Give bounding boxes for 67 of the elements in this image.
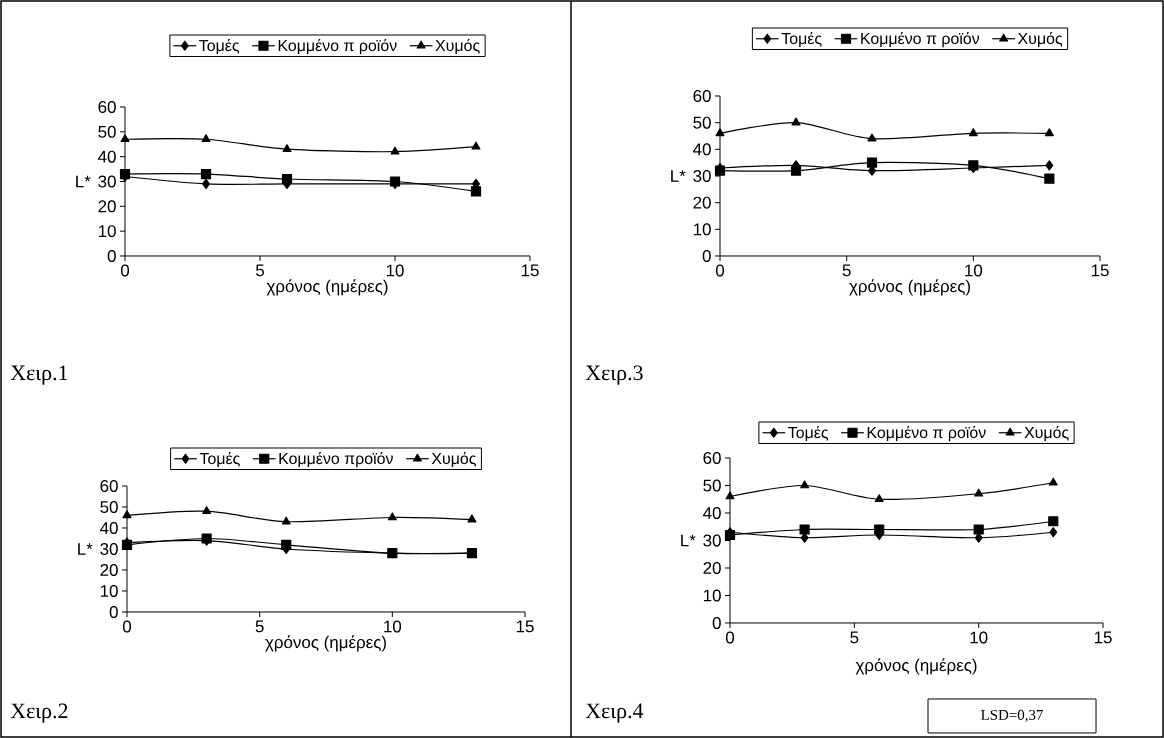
x-axis-title: χρόνος (ημέρες) (265, 635, 386, 652)
y-tick-label: 20 (703, 561, 721, 574)
y-axis-title: L* (76, 175, 91, 188)
y-tick-label: 0 (107, 249, 116, 262)
y-tick-label: 50 (98, 125, 116, 138)
text: Χειρ.1 (10, 365, 68, 385)
text: Χειρ.4 (585, 703, 644, 723)
x-axis-title: χρόνος (ημέρες) (849, 279, 970, 296)
text: Χειρ.3 (585, 365, 643, 385)
y-tick-label: 60 (100, 479, 118, 492)
x-tick-label: 15 (521, 264, 539, 277)
y-tick-label: 40 (100, 521, 118, 534)
legend-label: Κομμένο προϊόν (279, 452, 393, 468)
text: LSD=0,37 (981, 709, 1043, 723)
x-tick-label: 15 (1094, 631, 1112, 644)
y-tick-label: 10 (693, 223, 711, 236)
y-tick-label: 60 (703, 452, 721, 464)
y-tick-label: 10 (98, 225, 116, 238)
x-axis-title: χρόνος (ημέρες) (855, 658, 977, 675)
legend-label: Χυμός (1024, 426, 1069, 442)
y-tick-label: 0 (109, 605, 118, 618)
x-tick-label: 0 (725, 631, 735, 644)
y-axis-title: L* (78, 543, 93, 555)
y-tick-label: 10 (100, 584, 118, 597)
x-tick-label: 0 (120, 264, 130, 277)
y-tick-label: 40 (98, 150, 116, 163)
x-tick-label: 5 (842, 264, 851, 277)
legend-label: Τομές (199, 39, 240, 55)
y-tick-label: 30 (693, 169, 711, 182)
x-axis-title: χρόνος (ημέρες) (266, 279, 388, 296)
legend-label: Χυμός (1017, 32, 1063, 48)
text: Χειρ.2 (10, 703, 68, 723)
y-tick-label: 30 (100, 542, 118, 555)
legend-label: Κομμένο π ροϊόν (861, 32, 980, 48)
legend-label: Κομμένο π ροϊόν (867, 426, 986, 442)
y-tick-label: 20 (100, 563, 118, 576)
y-tick-label: 0 (702, 249, 711, 262)
legend-label: Τομές (788, 426, 829, 442)
legend-label: Χυμός (431, 452, 476, 468)
y-tick-label: 50 (703, 479, 721, 492)
x-tick-label: 5 (255, 620, 264, 633)
legend-label: Χυμός (435, 39, 480, 55)
y-tick-label: 40 (693, 143, 711, 156)
x-tick-label: 10 (384, 620, 402, 633)
y-tick-label: 30 (98, 175, 116, 188)
x-tick-label: 15 (1091, 264, 1109, 277)
y-axis-title: L* (681, 534, 696, 547)
legend-label: Τομές (199, 452, 240, 468)
x-tick-label: 10 (965, 264, 983, 277)
x-tick-label: 10 (386, 264, 404, 277)
y-tick-label: 60 (693, 89, 711, 102)
x-tick-label: 0 (122, 620, 132, 633)
y-tick-label: 20 (98, 200, 116, 213)
legend-label: Τομές (781, 32, 822, 48)
y-tick-label: 10 (703, 589, 721, 602)
y-tick-label: 50 (100, 500, 118, 513)
y-tick-label: 30 (703, 534, 721, 547)
x-tick-label: 5 (850, 631, 859, 644)
x-tick-label: 10 (970, 631, 988, 644)
legend-label: Κομμένο π ροϊόν (278, 39, 397, 55)
y-tick-label: 50 (693, 116, 711, 129)
y-tick-label: 40 (703, 506, 721, 519)
y-tick-label: 60 (98, 100, 116, 113)
y-tick-label: 20 (693, 196, 711, 209)
y-axis-title: L* (671, 170, 686, 182)
x-tick-label: 15 (516, 620, 534, 633)
x-tick-label: 5 (255, 264, 264, 277)
